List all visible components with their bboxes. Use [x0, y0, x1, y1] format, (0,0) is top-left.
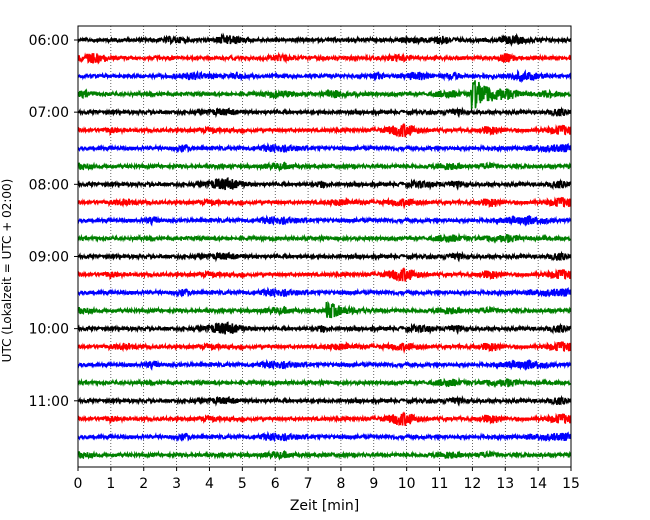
y-tick-label: 08:00	[29, 177, 69, 193]
y-axis-label: UTC (Lokalzeit = UTC + 02:00)	[0, 179, 14, 363]
x-tick-label: 5	[238, 476, 247, 492]
trace-1045	[78, 376, 571, 389]
x-tick-label: 11	[431, 476, 449, 492]
trace-1115	[78, 411, 571, 427]
trace-0630	[78, 68, 571, 83]
trace-0815	[78, 196, 571, 210]
x-tick-label: 9	[369, 476, 378, 492]
trace-0830	[78, 214, 571, 227]
trace-0900	[78, 250, 571, 263]
trace-0845	[78, 232, 571, 244]
trace-0615	[78, 51, 571, 65]
y-tick-label: 06:00	[29, 33, 69, 49]
trace-0600	[78, 32, 571, 47]
trace-0700	[78, 106, 571, 119]
x-tick-label: 14	[529, 476, 547, 492]
x-axis-label: Zeit [min]	[290, 498, 359, 514]
x-tick-label: 7	[304, 476, 313, 492]
trace-1030	[78, 358, 571, 372]
x-tick-label: 15	[562, 476, 580, 492]
trace-0800	[78, 177, 571, 191]
x-tick-label: 12	[463, 476, 481, 492]
x-tick-label: 13	[496, 476, 514, 492]
trace-0915	[78, 266, 571, 282]
y-axis: 06:00 07:00 08:00 09:00 10:00 11:00	[29, 33, 78, 410]
x-tick-label: 10	[398, 476, 416, 492]
x-tick-label: 0	[74, 476, 83, 492]
y-tick-label: 09:00	[29, 249, 69, 265]
trace-1000	[78, 321, 571, 336]
trace-0945	[78, 300, 571, 319]
y-tick-label: 07:00	[29, 105, 69, 121]
trace-0730	[78, 142, 571, 154]
x-tick-label: 3	[172, 476, 181, 492]
x-tick-label: 6	[271, 476, 280, 492]
x-axis: 0 1 2 3 4 5 6 7 8 9 10 11 12 13 14 15	[74, 467, 580, 492]
trace-0645	[78, 80, 571, 110]
trace-0930	[78, 286, 571, 298]
trace-0745	[78, 161, 571, 173]
plot-frame	[77, 25, 572, 468]
x-tick-label: 2	[139, 476, 148, 492]
trace-1015	[78, 340, 571, 354]
x-tick-label: 1	[106, 476, 115, 492]
y-tick-label: 10:00	[29, 322, 69, 338]
plot-area	[77, 25, 572, 468]
trace-1130	[78, 430, 571, 443]
trace-0715	[78, 122, 571, 138]
y-tick-label: 11:00	[29, 394, 69, 410]
trace-1100	[78, 394, 571, 407]
x-tick-label: 4	[205, 476, 214, 492]
x-tick-label: 8	[336, 476, 345, 492]
trace-1145	[78, 449, 571, 461]
